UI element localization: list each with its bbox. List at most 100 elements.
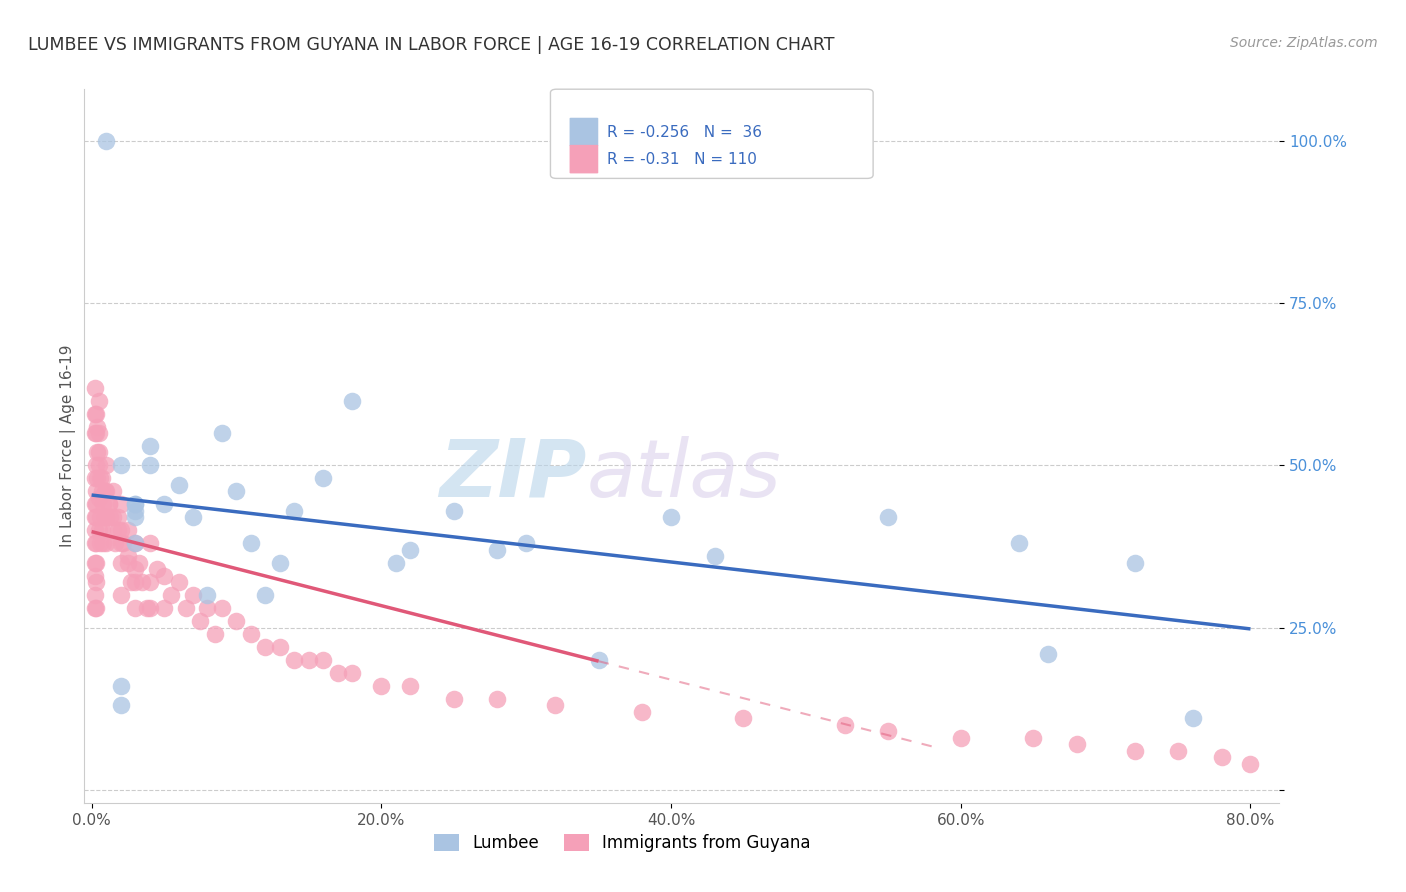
Point bbox=[107, 524, 129, 538]
Point bbox=[834, 718, 856, 732]
Point bbox=[146, 562, 169, 576]
Point bbox=[188, 614, 211, 628]
Point bbox=[86, 445, 108, 459]
Point bbox=[87, 393, 110, 408]
Point bbox=[153, 568, 176, 582]
Point bbox=[103, 510, 125, 524]
Point bbox=[1022, 731, 1045, 745]
Point bbox=[659, 510, 682, 524]
Point bbox=[370, 679, 392, 693]
Point bbox=[87, 491, 110, 505]
Point bbox=[84, 536, 107, 550]
Point bbox=[83, 556, 105, 570]
Point bbox=[84, 556, 107, 570]
Point bbox=[1066, 738, 1088, 752]
Point bbox=[84, 425, 107, 440]
Point bbox=[83, 536, 105, 550]
Point bbox=[197, 601, 219, 615]
Point bbox=[124, 562, 146, 576]
Point bbox=[283, 504, 305, 518]
Point bbox=[86, 471, 108, 485]
Point bbox=[91, 536, 114, 550]
Point bbox=[167, 478, 190, 492]
Point bbox=[703, 549, 725, 564]
Point bbox=[87, 445, 110, 459]
Point bbox=[160, 588, 183, 602]
Legend: Lumbee, Immigrants from Guyana: Lumbee, Immigrants from Guyana bbox=[427, 827, 817, 859]
Point bbox=[443, 692, 465, 706]
Point bbox=[124, 497, 146, 511]
FancyBboxPatch shape bbox=[551, 89, 873, 178]
FancyBboxPatch shape bbox=[569, 118, 599, 146]
Point bbox=[112, 536, 135, 550]
Point bbox=[103, 524, 125, 538]
Point bbox=[124, 536, 146, 550]
Point bbox=[239, 627, 262, 641]
Point bbox=[86, 419, 108, 434]
Point bbox=[83, 568, 105, 582]
Point bbox=[110, 524, 132, 538]
Point bbox=[544, 698, 567, 713]
Point bbox=[181, 588, 204, 602]
Point bbox=[167, 575, 190, 590]
Point bbox=[1211, 750, 1233, 764]
Point bbox=[399, 679, 422, 693]
Point bbox=[83, 381, 105, 395]
Point bbox=[385, 556, 408, 570]
Point bbox=[83, 407, 105, 421]
Y-axis label: In Labor Force | Age 16-19: In Labor Force | Age 16-19 bbox=[60, 344, 76, 548]
Point bbox=[83, 425, 105, 440]
Point bbox=[1123, 556, 1146, 570]
Point bbox=[84, 407, 107, 421]
Point bbox=[443, 504, 465, 518]
Point bbox=[124, 575, 146, 590]
Point bbox=[342, 393, 364, 408]
Point bbox=[1008, 536, 1031, 550]
Point bbox=[138, 575, 160, 590]
Point bbox=[90, 484, 112, 499]
Point bbox=[90, 471, 112, 485]
Text: R = -0.31   N = 110: R = -0.31 N = 110 bbox=[606, 152, 756, 167]
Point bbox=[98, 497, 121, 511]
Point bbox=[110, 679, 132, 693]
Point bbox=[110, 458, 132, 473]
Point bbox=[124, 497, 146, 511]
Point bbox=[1123, 744, 1146, 758]
Point bbox=[87, 458, 110, 473]
Point bbox=[486, 542, 509, 557]
Point bbox=[98, 497, 121, 511]
Point bbox=[298, 653, 321, 667]
Point bbox=[128, 556, 150, 570]
Point bbox=[94, 484, 117, 499]
Point bbox=[631, 705, 654, 719]
Point bbox=[326, 666, 349, 681]
Point bbox=[1036, 647, 1059, 661]
Point bbox=[949, 731, 972, 745]
Point bbox=[1181, 711, 1204, 725]
Point bbox=[877, 510, 900, 524]
Point bbox=[94, 458, 117, 473]
Point bbox=[312, 653, 335, 667]
Point bbox=[117, 524, 139, 538]
Point bbox=[110, 536, 132, 550]
Point bbox=[225, 484, 247, 499]
Point bbox=[83, 497, 105, 511]
Point bbox=[153, 601, 176, 615]
Point bbox=[211, 425, 233, 440]
Point bbox=[110, 497, 132, 511]
Point bbox=[269, 640, 291, 654]
Point bbox=[84, 484, 107, 499]
Point bbox=[83, 588, 105, 602]
Point bbox=[588, 653, 610, 667]
Point bbox=[87, 425, 110, 440]
Point bbox=[342, 666, 364, 681]
Point bbox=[225, 614, 247, 628]
Point bbox=[90, 524, 112, 538]
Point bbox=[110, 588, 132, 602]
Point bbox=[124, 601, 146, 615]
Point bbox=[239, 536, 262, 550]
Point bbox=[515, 536, 537, 550]
Text: ZIP: ZIP bbox=[439, 435, 586, 514]
Point bbox=[124, 536, 146, 550]
Point bbox=[94, 134, 117, 148]
